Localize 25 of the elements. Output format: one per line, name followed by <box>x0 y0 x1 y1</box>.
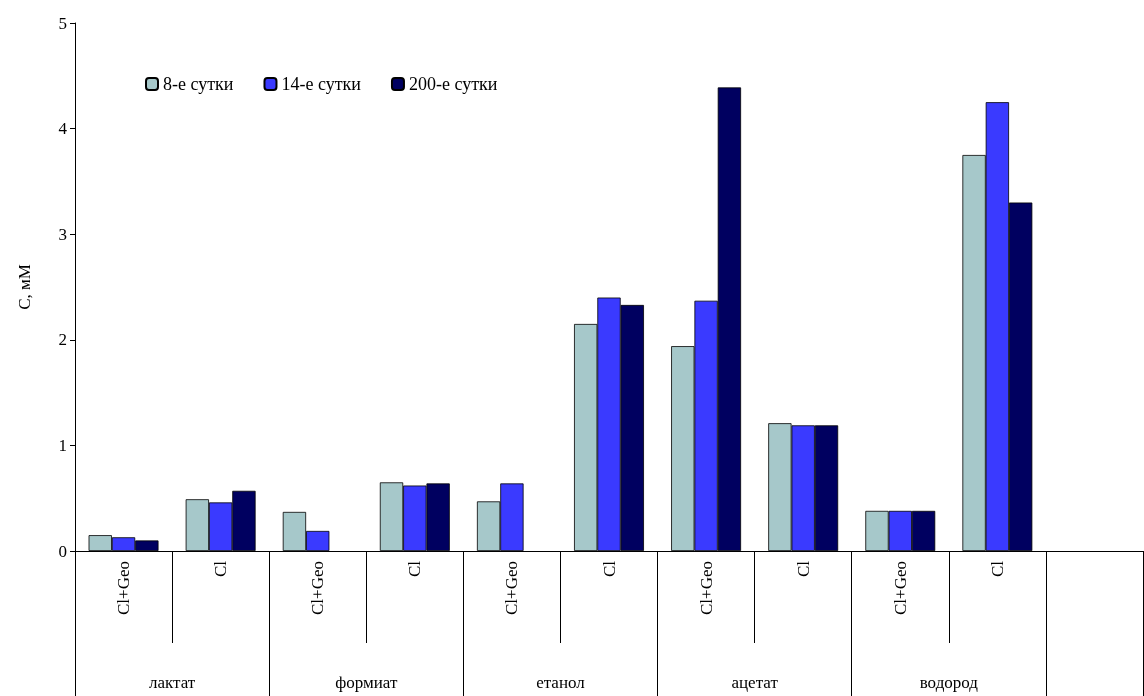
text: формиат <box>335 672 398 692</box>
y-tick-label: 0 <box>58 541 67 561</box>
y-tick-label: 5 <box>58 13 67 33</box>
text: етанол <box>536 672 586 692</box>
text: водород <box>919 672 979 692</box>
x-tick-label: Cl <box>599 560 619 578</box>
y-tick-label: 2 <box>58 330 67 350</box>
x-tick-label: Cl+Geo <box>890 561 910 615</box>
x-tick-label: Cl <box>793 560 813 578</box>
x-tick-label: Cl+Geo <box>308 561 328 615</box>
x-tick-label: Cl <box>211 560 231 578</box>
x-tick-label: Cl <box>405 560 425 578</box>
x-tick-label: Cl <box>987 560 1007 578</box>
legend-label: 14-е сутки <box>281 74 362 94</box>
x-tick-label: Cl+Geo <box>114 561 134 615</box>
text: лактат <box>148 672 196 692</box>
y-tick-label: 4 <box>58 119 68 139</box>
x-tick-label: Cl+Geo <box>696 561 716 615</box>
y-tick-label: 3 <box>58 224 67 244</box>
legend-label: 200-е сутки <box>408 74 498 94</box>
legend-label: 8-е сутки <box>163 74 234 94</box>
x-tick-label: Cl+Geo <box>502 561 522 615</box>
y-axis-title: C, мМ <box>15 264 34 310</box>
text: ацетат <box>731 672 779 692</box>
y-tick-label: 1 <box>58 435 67 455</box>
